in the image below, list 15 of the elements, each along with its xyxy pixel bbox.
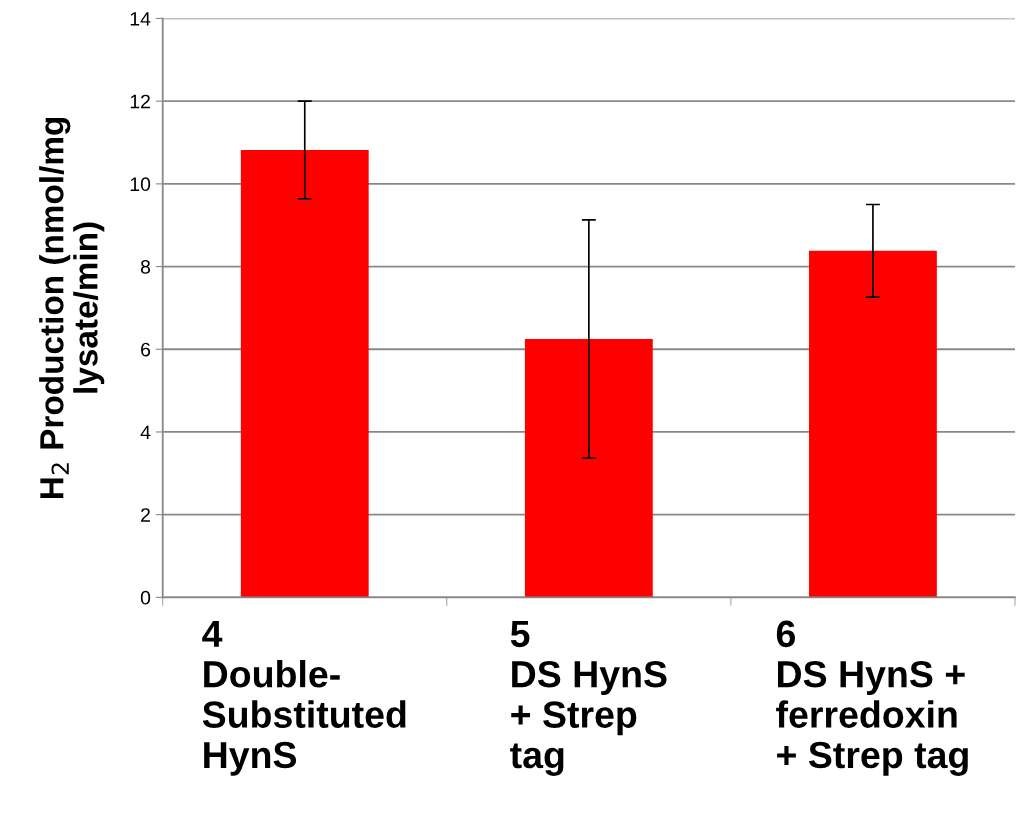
y-tick-label: 12 xyxy=(130,94,150,109)
y-tick-label: 4 xyxy=(140,425,151,440)
y-tick-label: 8 xyxy=(140,260,151,274)
x-tick-label: 5 DS HynS + Strep tag xyxy=(510,620,667,776)
bar xyxy=(240,149,369,598)
y-tick-label: 2 xyxy=(141,508,150,522)
y-axis-title: H$_{2}$ Production (nmol/mg lysate/min) xyxy=(39,117,105,499)
y-tick-label: 6 xyxy=(141,342,151,357)
y-tick-label: 10 xyxy=(130,177,151,192)
y-tick-label: 14 xyxy=(130,12,151,26)
x-tick-label: 6 DS HynS + ferredoxin + Strep tag xyxy=(776,620,968,776)
bar xyxy=(809,250,937,598)
x-tick-label: 4 Double- Substituted HynS xyxy=(202,620,406,776)
bar xyxy=(524,338,653,598)
y-tick-label: 0 xyxy=(140,590,151,605)
